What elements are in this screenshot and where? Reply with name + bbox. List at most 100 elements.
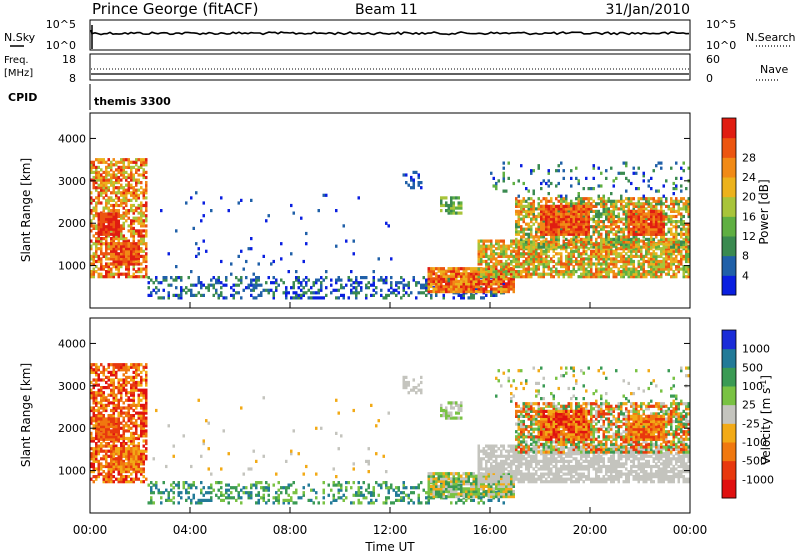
heatmap-cell xyxy=(637,242,640,247)
heatmap-cell xyxy=(482,275,485,279)
heatmap-cell xyxy=(637,214,640,219)
heatmap-cell xyxy=(145,209,148,213)
heatmap-cell xyxy=(115,237,118,241)
heatmap-cell xyxy=(137,219,140,223)
heatmap-cell xyxy=(122,434,125,438)
heatmap-cell xyxy=(537,254,540,258)
heatmap-cell xyxy=(617,237,620,241)
heatmap-cell xyxy=(110,472,113,476)
heatmap-cell xyxy=(135,444,138,448)
heatmap-cell xyxy=(445,272,448,276)
heatmap-cell xyxy=(577,262,580,266)
heatmap-cell xyxy=(667,242,670,247)
heatmap-cell xyxy=(305,242,308,246)
heatmap-cell xyxy=(95,252,98,256)
heatmap-cell xyxy=(650,275,653,279)
heatmap-cell xyxy=(610,166,613,170)
heatmap-cell xyxy=(317,288,320,292)
heatmap-cell xyxy=(122,431,125,435)
heatmap-cell xyxy=(530,217,533,221)
sky-left-tick-bottom: 10^0 xyxy=(46,39,76,52)
heatmap-cell xyxy=(110,168,113,172)
heatmap-cell xyxy=(97,467,100,471)
heatmap-cell xyxy=(122,206,125,210)
heatmap-cell xyxy=(297,276,300,280)
heatmap-cell xyxy=(642,230,645,234)
heatmap-cell xyxy=(607,262,610,266)
heatmap-cell xyxy=(417,291,420,295)
heatmap-cell xyxy=(502,267,505,271)
heatmap-cell xyxy=(90,163,93,167)
heatmap-cell xyxy=(142,221,145,225)
heatmap-cell xyxy=(142,419,145,423)
heatmap-cell xyxy=(637,209,640,213)
heatmap-cell xyxy=(132,239,135,243)
heatmap-cell xyxy=(627,267,630,271)
heatmap-cell xyxy=(195,254,198,258)
heatmap-cell xyxy=(607,232,610,236)
heatmap-cell xyxy=(92,257,95,261)
heatmap-cell xyxy=(640,252,643,256)
heatmap-cell xyxy=(107,267,110,271)
heatmap-cell xyxy=(607,242,610,247)
heatmap-cell xyxy=(657,189,660,193)
heatmap-cell xyxy=(542,197,545,201)
heatmap-cell xyxy=(105,193,108,197)
heatmap-cell xyxy=(602,242,605,246)
heatmap-cell xyxy=(137,259,140,264)
heatmap-cell xyxy=(450,284,453,289)
heatmap-cell xyxy=(110,393,113,397)
heatmap-cell xyxy=(132,175,135,180)
heatmap-cell xyxy=(615,272,618,276)
y-tick-label: 2000 xyxy=(58,217,86,230)
heatmap-cell xyxy=(447,211,450,215)
heatmap-cell xyxy=(630,237,633,241)
heatmap-cell xyxy=(175,293,178,297)
heatmap-cell xyxy=(100,262,103,266)
heatmap-cell xyxy=(670,166,673,170)
heatmap-cell xyxy=(562,245,565,249)
heatmap-cell xyxy=(477,287,480,291)
heatmap-cell xyxy=(680,242,683,247)
heatmap-cell xyxy=(107,222,110,226)
heatmap-cell xyxy=(545,237,548,241)
heatmap-cell xyxy=(110,227,113,231)
heatmap-cell xyxy=(657,242,660,246)
heatmap-cell xyxy=(120,391,123,395)
heatmap-cell xyxy=(490,242,493,246)
heatmap-cell xyxy=(127,480,130,484)
heatmap-cell xyxy=(635,232,638,236)
heatmap-cell xyxy=(522,249,525,253)
heatmap-cell xyxy=(550,220,553,224)
heatmap-cell xyxy=(117,477,120,481)
heatmap-cell xyxy=(602,262,605,266)
heatmap-cell xyxy=(640,227,643,231)
heatmap-cell xyxy=(570,230,573,234)
heatmap-cell xyxy=(115,373,118,377)
heatmap-cell xyxy=(660,259,663,264)
heatmap-cell xyxy=(315,278,318,282)
heatmap-cell xyxy=(480,272,483,276)
heatmap-cell xyxy=(225,276,228,280)
heatmap-cell xyxy=(607,197,610,201)
heatmap-cell xyxy=(675,197,678,201)
heatmap-cell xyxy=(640,230,643,234)
heatmap-cell xyxy=(125,368,128,372)
heatmap-cell xyxy=(492,262,495,266)
heatmap-cell xyxy=(430,296,433,300)
heatmap-cell xyxy=(120,214,123,218)
heatmap-cell xyxy=(140,247,143,251)
heatmap-cell xyxy=(195,293,198,297)
heatmap-cell xyxy=(575,209,578,213)
heatmap-cell xyxy=(122,401,125,405)
heatmap-cell xyxy=(545,262,548,266)
heatmap-cell xyxy=(622,247,625,251)
heatmap-cell xyxy=(110,439,113,443)
heatmap-cell xyxy=(650,242,653,247)
heatmap-cell xyxy=(532,242,535,247)
heatmap-cell xyxy=(507,272,510,276)
heatmap-cell xyxy=(615,237,618,241)
heatmap-cell xyxy=(577,259,580,264)
heatmap-cell xyxy=(90,431,93,435)
heatmap-cell xyxy=(132,193,135,197)
